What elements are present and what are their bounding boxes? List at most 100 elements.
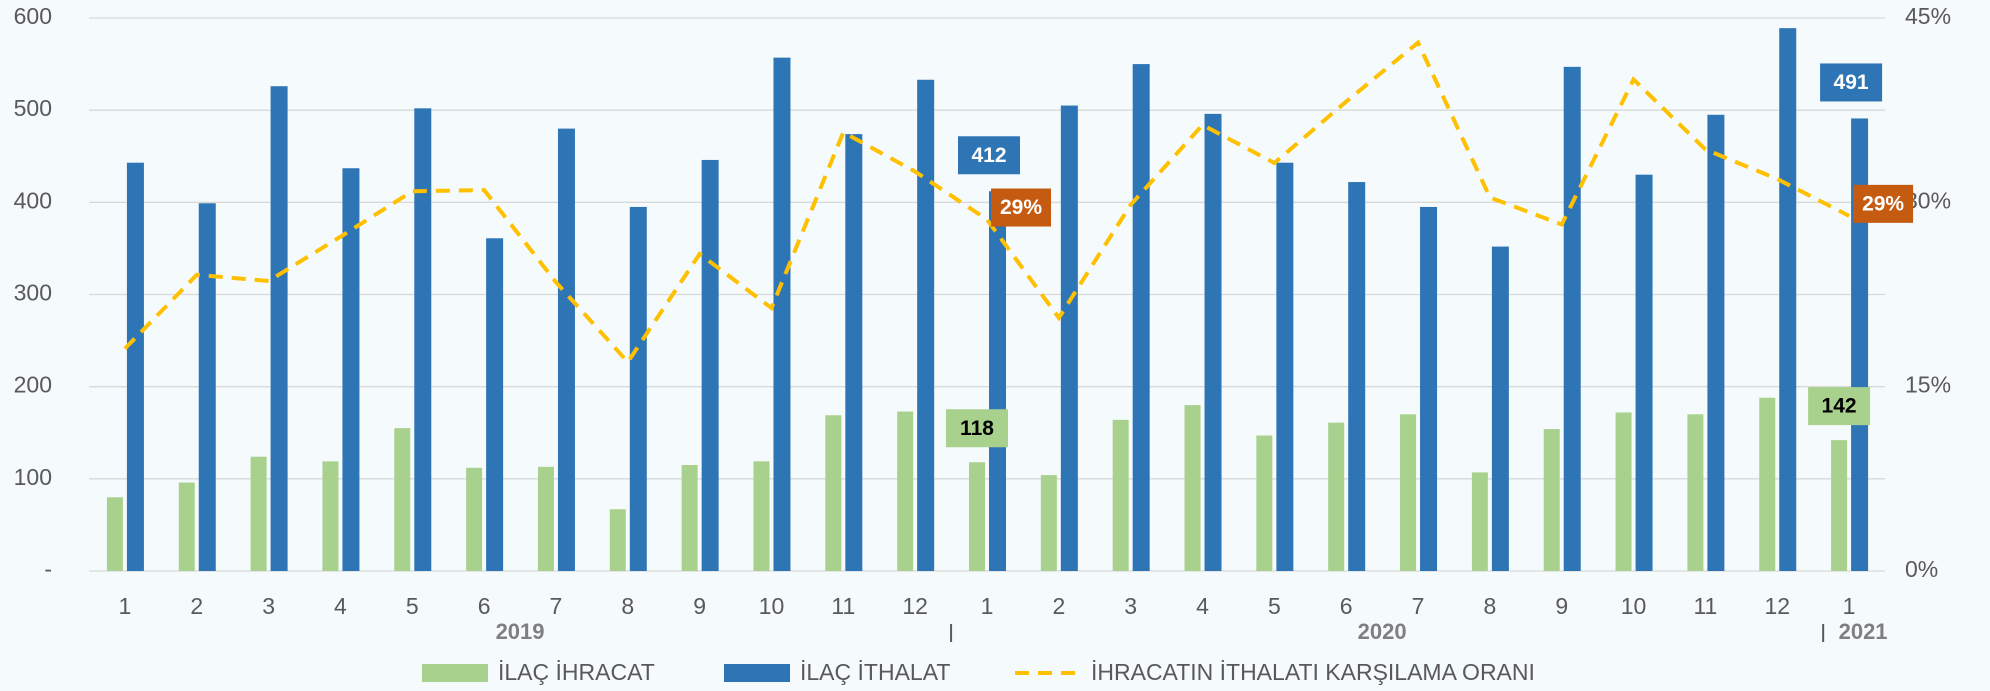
x-tick-label: 7 [550,593,563,619]
x-tick-label: 1 [119,593,132,619]
group-label: 2020 [1358,619,1407,644]
x-tick-label: 6 [478,593,491,619]
data-label-box [1853,184,1914,223]
data-label: 29% [1862,192,1904,215]
bar [466,467,483,571]
data-label-box [946,409,1008,448]
legend-label: İHRACATIN İTHALATI KARŞILAMA ORANI [1091,659,1535,685]
x-tick-label: 1 [1843,593,1856,619]
y-tick-label: 200 [14,372,52,398]
bar [1543,429,1560,571]
x-tick-label: 3 [1124,593,1137,619]
bar [1687,414,1704,571]
y-tick-label: 300 [14,280,52,306]
legend-label: İLAÇ İTHALAT [800,659,950,685]
x-tick-label: 9 [693,593,706,619]
bar [1112,419,1129,571]
bar [1779,28,1797,572]
group-label: 2021 [1839,619,1888,644]
y2-tick-label: 45% [1905,3,1951,29]
x-tick-label: 2 [190,593,203,619]
bar [969,462,985,571]
data-label: 491 [1834,71,1869,94]
bar [1635,174,1653,571]
bar [681,465,698,571]
x-tick-label: 12 [1764,593,1790,619]
bar [557,128,575,571]
bar [1615,412,1632,571]
data-label-box [958,136,1020,175]
x-tick-label: 9 [1555,593,1568,619]
y-tick-label: 600 [14,3,52,29]
bar [270,86,288,571]
legend-label: İLAÇ İHRACAT [498,659,655,685]
bar [1471,472,1488,571]
y2-tick-label: 0% [1905,556,1938,582]
x-tick-label: 2 [1052,593,1065,619]
bar [701,159,719,572]
y2-tick-label: 15% [1905,372,1951,398]
x-tick-label: 10 [759,593,785,619]
bar [1040,475,1057,571]
x-tick-label: 5 [406,593,419,619]
bar [1348,182,1366,571]
bar [917,79,935,572]
bar [825,415,842,571]
x-tick-label: 8 [1483,593,1496,619]
x-tick-label: 8 [621,593,634,619]
x-tick-label: 4 [334,593,347,619]
y-tick-label: 400 [14,187,52,213]
bar [1851,118,1869,571]
bar [1132,64,1150,571]
bar [198,203,216,571]
data-label-box [991,188,1051,227]
bar [322,461,339,571]
bar [629,206,647,572]
bar [1276,162,1294,571]
bar [342,168,360,571]
x-tick-label: 11 [831,593,855,619]
bar [250,456,267,571]
bar [609,509,626,571]
legend-swatch [724,664,790,682]
bar [486,238,504,572]
bar [1060,105,1078,571]
legend-swatch [422,664,488,682]
x-tick-label: 3 [262,593,275,619]
x-tick-label: 6 [1340,593,1353,619]
data-label: 412 [971,144,1006,167]
bar [1831,440,1848,571]
data-label: 29% [1000,196,1042,219]
bar [1256,435,1273,571]
x-tick-label: 11 [1693,593,1717,619]
bar [1563,66,1581,572]
bar [178,482,195,571]
bar [1491,246,1509,571]
bar [1707,114,1725,572]
bar [1759,397,1776,571]
bar [537,466,554,571]
x-tick-label: 4 [1196,593,1209,619]
bar [845,134,863,571]
bar [1420,206,1438,572]
x-tick-label: 7 [1412,593,1425,619]
bar [897,411,914,571]
bar [394,428,411,571]
bar [1328,422,1345,571]
data-label: 118 [960,417,994,440]
bar [414,108,432,571]
bar [773,57,791,572]
x-tick-label: 5 [1268,593,1281,619]
group-label: 2019 [496,619,545,644]
bar [126,162,144,571]
line [123,39,1850,366]
bar [753,461,770,571]
data-label: 142 [1822,395,1857,418]
x-tick-label: 10 [1621,593,1647,619]
y-tick-label: - [44,556,52,582]
bar [1400,414,1417,571]
bar [106,497,123,571]
data-label-box [1808,387,1871,426]
bar [1184,405,1201,571]
